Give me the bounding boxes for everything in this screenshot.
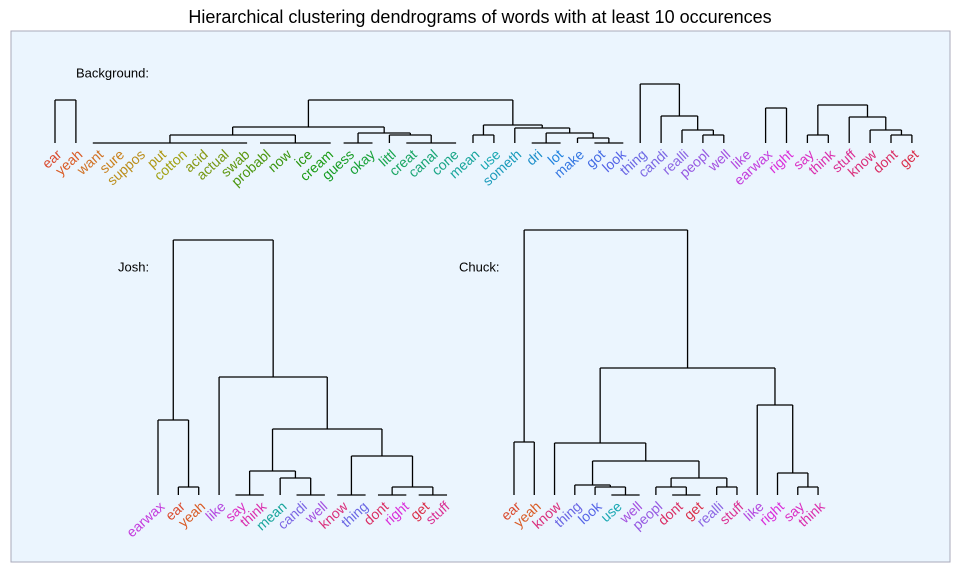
title: Hierarchical clustering dendrograms of w… — [188, 7, 771, 27]
panel-label: Josh: — [118, 259, 149, 274]
panel-label: Background: — [76, 65, 149, 80]
panel-label: Chuck: — [459, 259, 499, 274]
panel-frame — [10, 30, 951, 563]
